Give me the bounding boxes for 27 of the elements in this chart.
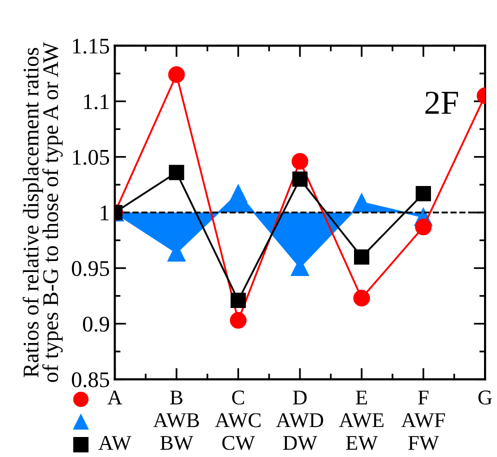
- x-tick-label: D AWD DW: [276, 390, 324, 450]
- annotation: 2F: [425, 92, 458, 114]
- y-tick-label: 1: [100, 206, 109, 220]
- point: [292, 172, 308, 187]
- y-tick-label: 0.95: [72, 261, 110, 276]
- y-tick-label: 0.9: [83, 316, 110, 332]
- x-tick-label: E AWE EW: [338, 390, 384, 450]
- y-tick-label: 1.15: [73, 38, 110, 54]
- point: [416, 186, 431, 202]
- point: [354, 249, 370, 265]
- y-tick-label: 1.05: [73, 150, 110, 165]
- y-tick-label: 1.1: [84, 94, 109, 110]
- x-tick-label: F AWF FW: [401, 390, 445, 450]
- point: [415, 218, 432, 236]
- point: [229, 184, 248, 203]
- x-tick-label: G: [478, 390, 492, 405]
- category-label: A AW: [98, 390, 132, 450]
- y-axis-title: Ratios of relative displacement ratios of types B-G to those of type A or AW: [22, 42, 63, 382]
- point: [168, 66, 185, 83]
- point: [292, 153, 308, 170]
- x-tick-label: B AWB BW: [153, 390, 199, 450]
- point: [168, 164, 184, 180]
- point: [230, 292, 246, 308]
- y-tick-label: 0.85: [72, 372, 110, 388]
- point: [230, 312, 247, 329]
- point: [353, 290, 370, 306]
- x-tick-label: C AWC CW: [214, 390, 261, 450]
